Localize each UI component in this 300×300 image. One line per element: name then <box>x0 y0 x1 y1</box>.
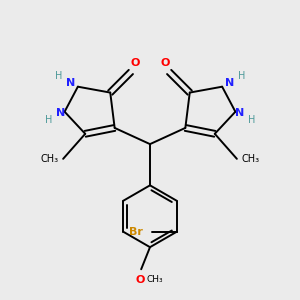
Text: H: H <box>238 71 245 81</box>
Text: N: N <box>235 108 244 118</box>
Text: N: N <box>56 108 65 118</box>
Text: CH₃: CH₃ <box>241 154 259 164</box>
Text: O: O <box>136 274 145 285</box>
Text: O: O <box>160 58 169 68</box>
Text: CH₃: CH₃ <box>41 154 59 164</box>
Text: CH₃: CH₃ <box>146 275 163 284</box>
Text: H: H <box>45 115 52 125</box>
Text: Br: Br <box>129 227 142 237</box>
Text: H: H <box>55 71 62 81</box>
Text: N: N <box>66 78 75 88</box>
Text: N: N <box>225 78 234 88</box>
Text: O: O <box>130 58 140 68</box>
Text: H: H <box>248 115 255 125</box>
